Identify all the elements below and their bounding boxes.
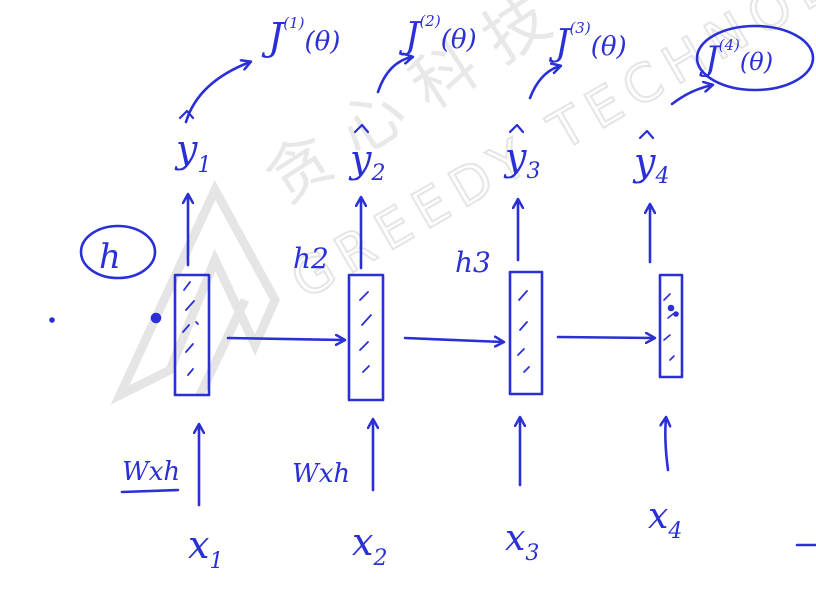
- input-label-3: x3: [505, 518, 539, 566]
- y-hat-mark: [508, 123, 525, 134]
- recurrent-arrow-2-3: [403, 338, 503, 342]
- weight-label-1: Wxh: [122, 457, 180, 487]
- cost-label-1: J(1)(θ): [261, 14, 340, 59]
- cost-label-4: J(4)(θ): [699, 36, 773, 79]
- hidden-label-2: h2: [293, 242, 329, 275]
- greedy-logo: [110, 180, 281, 405]
- wxh-underline: [120, 488, 180, 494]
- initial-hidden-circle: [79, 224, 157, 280]
- y-hat-mark: [638, 129, 655, 140]
- input-label-2: x2: [352, 520, 387, 571]
- recurrent-arrow-1-2: [226, 338, 344, 340]
- rnn-cell-2: [347, 273, 385, 402]
- y-hat-3: y3: [503, 135, 540, 184]
- rnn-cell-3: [508, 270, 544, 396]
- y-hat-4: y4: [632, 140, 669, 189]
- rnn-cell-1: [173, 273, 211, 397]
- cost-arrow-1: [184, 62, 250, 124]
- weight-label-2: Wxh: [292, 459, 350, 489]
- y-hat-mark: [353, 123, 370, 134]
- cost-arrow-4: [670, 85, 712, 106]
- cost-4-circle: [695, 24, 815, 92]
- rnn-cell-4: [658, 273, 684, 379]
- y-hat-1: y1: [174, 127, 211, 178]
- hidden-label-3: h3: [455, 246, 491, 279]
- input-arrow-4: [665, 418, 668, 472]
- y-hat-2: y2: [348, 137, 385, 186]
- cost-arrow-2: [376, 57, 412, 94]
- initial-hidden-label: h: [99, 237, 121, 277]
- y-hat-mark: [178, 109, 195, 120]
- input-label-1: x1: [188, 523, 223, 574]
- ink-dot: [49, 317, 55, 323]
- recurrent-arrow-3-4: [556, 337, 654, 338]
- cost-label-3: J(3)(θ): [548, 19, 627, 64]
- ink-dot: [150, 312, 162, 324]
- cost-arrow-3: [528, 66, 560, 100]
- input-label-4: x4: [648, 496, 682, 544]
